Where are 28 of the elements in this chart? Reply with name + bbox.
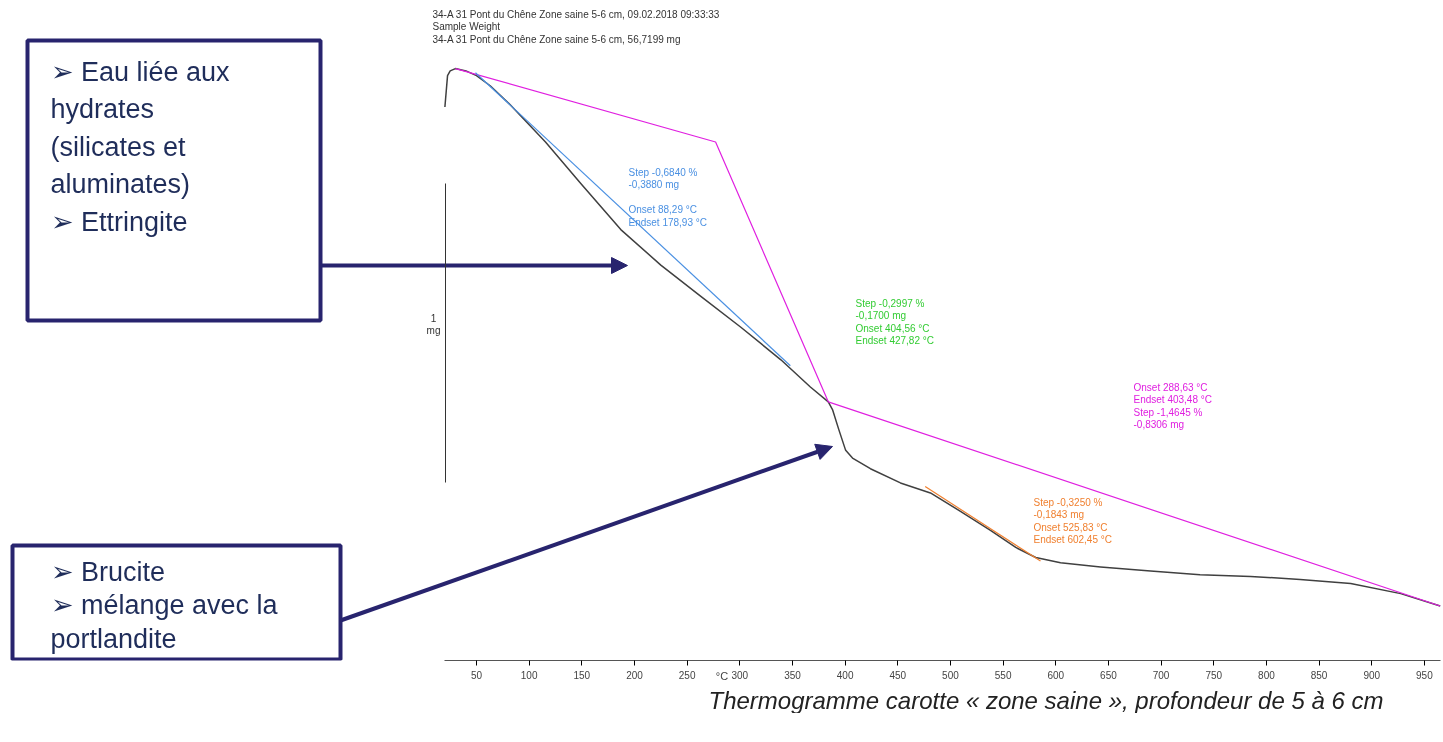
x-tick-label: 400 bbox=[836, 669, 854, 681]
x-tick-label: 650 bbox=[1100, 669, 1118, 681]
x-tick-label: 300 bbox=[731, 669, 749, 681]
x-tick-label: 550 bbox=[994, 669, 1012, 681]
text: 1 mg bbox=[426, 312, 441, 337]
annotation: Onset 288,63 °C Endset 403,48 °C Step -1,4645 % -0,8306 mg bbox=[1133, 381, 1212, 431]
x-tick-label: 200 bbox=[626, 669, 644, 681]
text: Thermogramme carotte « zone saine », profondeur de 5 à 6 cm bbox=[708, 686, 1384, 714]
x-tick-label: 600 bbox=[1047, 669, 1065, 681]
x-tick-label: 350 bbox=[784, 669, 802, 681]
annotation: Step -0,3250 % -0,1843 mg Onset 525,83 °C Endset 602,45 °C bbox=[1033, 496, 1112, 546]
x-tick-label: 250 bbox=[678, 669, 696, 681]
x-tick-label: 450 bbox=[889, 669, 907, 681]
x-tick-label: 700 bbox=[1152, 669, 1170, 681]
x-tick-label: 900 bbox=[1363, 669, 1381, 681]
text: ➢ Brucite ➢ mélange avec la portlandite bbox=[50, 556, 279, 654]
x-tick-label: 100 bbox=[520, 669, 538, 681]
x-tick-label: 950 bbox=[1416, 669, 1434, 681]
x-tick-label: 850 bbox=[1310, 669, 1328, 681]
x-tick-label: 800 bbox=[1258, 669, 1276, 681]
x-tick-label: 150 bbox=[573, 669, 591, 681]
text: ➢ Eau liée aux hydrates (silicates et aluminates) ➢ Ettringite bbox=[50, 56, 231, 237]
x-tick-label: 50 bbox=[470, 669, 483, 681]
text: 34-A 31 Pont du Chêne Zone saine 5-6 cm, 09.02.2018 09:33:33 Sample Weight 34-A 31 Pont du Chêne Zone saine 5-6 cm, 56,7199 mg bbox=[432, 8, 720, 45]
x-axis-title: °C bbox=[715, 669, 729, 682]
annotation: Step -0,2997 % -0,1700 mg Onset 404,56 °C Endset 427,82 °C bbox=[855, 297, 934, 347]
x-tick-label: 500 bbox=[942, 669, 960, 681]
x-tick-label: 750 bbox=[1205, 669, 1223, 681]
